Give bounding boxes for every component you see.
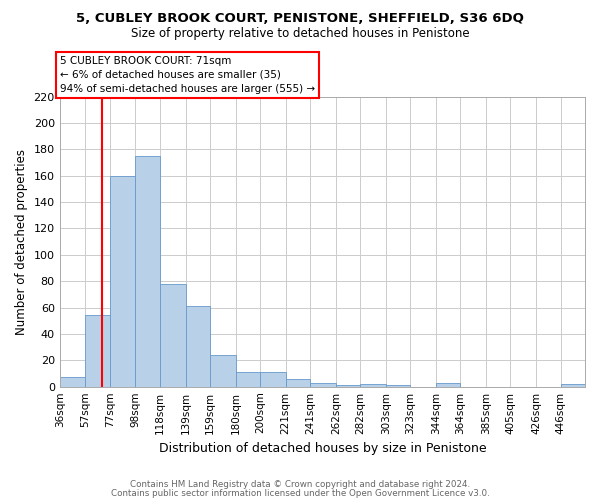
Bar [210, 355, 236, 386]
Bar [360, 384, 386, 386]
Bar [59, 378, 85, 386]
Bar [185, 306, 210, 386]
Text: Size of property relative to detached houses in Penistone: Size of property relative to detached ho… [131, 28, 469, 40]
Bar [560, 384, 585, 386]
Bar [436, 382, 460, 386]
Bar [260, 372, 286, 386]
Bar [310, 382, 336, 386]
Bar [160, 284, 185, 386]
X-axis label: Distribution of detached houses by size in Penistone: Distribution of detached houses by size … [158, 442, 486, 455]
Y-axis label: Number of detached properties: Number of detached properties [15, 148, 28, 334]
Text: 5 CUBLEY BROOK COURT: 71sqm
← 6% of detached houses are smaller (35)
94% of semi: 5 CUBLEY BROOK COURT: 71sqm ← 6% of deta… [59, 56, 315, 94]
Text: Contains public sector information licensed under the Open Government Licence v3: Contains public sector information licen… [110, 490, 490, 498]
Text: Contains HM Land Registry data © Crown copyright and database right 2024.: Contains HM Land Registry data © Crown c… [130, 480, 470, 489]
Bar [110, 176, 136, 386]
Bar [236, 372, 260, 386]
Bar [286, 379, 310, 386]
Bar [85, 316, 110, 386]
Bar [136, 156, 160, 386]
Text: 5, CUBLEY BROOK COURT, PENISTONE, SHEFFIELD, S36 6DQ: 5, CUBLEY BROOK COURT, PENISTONE, SHEFFI… [76, 12, 524, 26]
